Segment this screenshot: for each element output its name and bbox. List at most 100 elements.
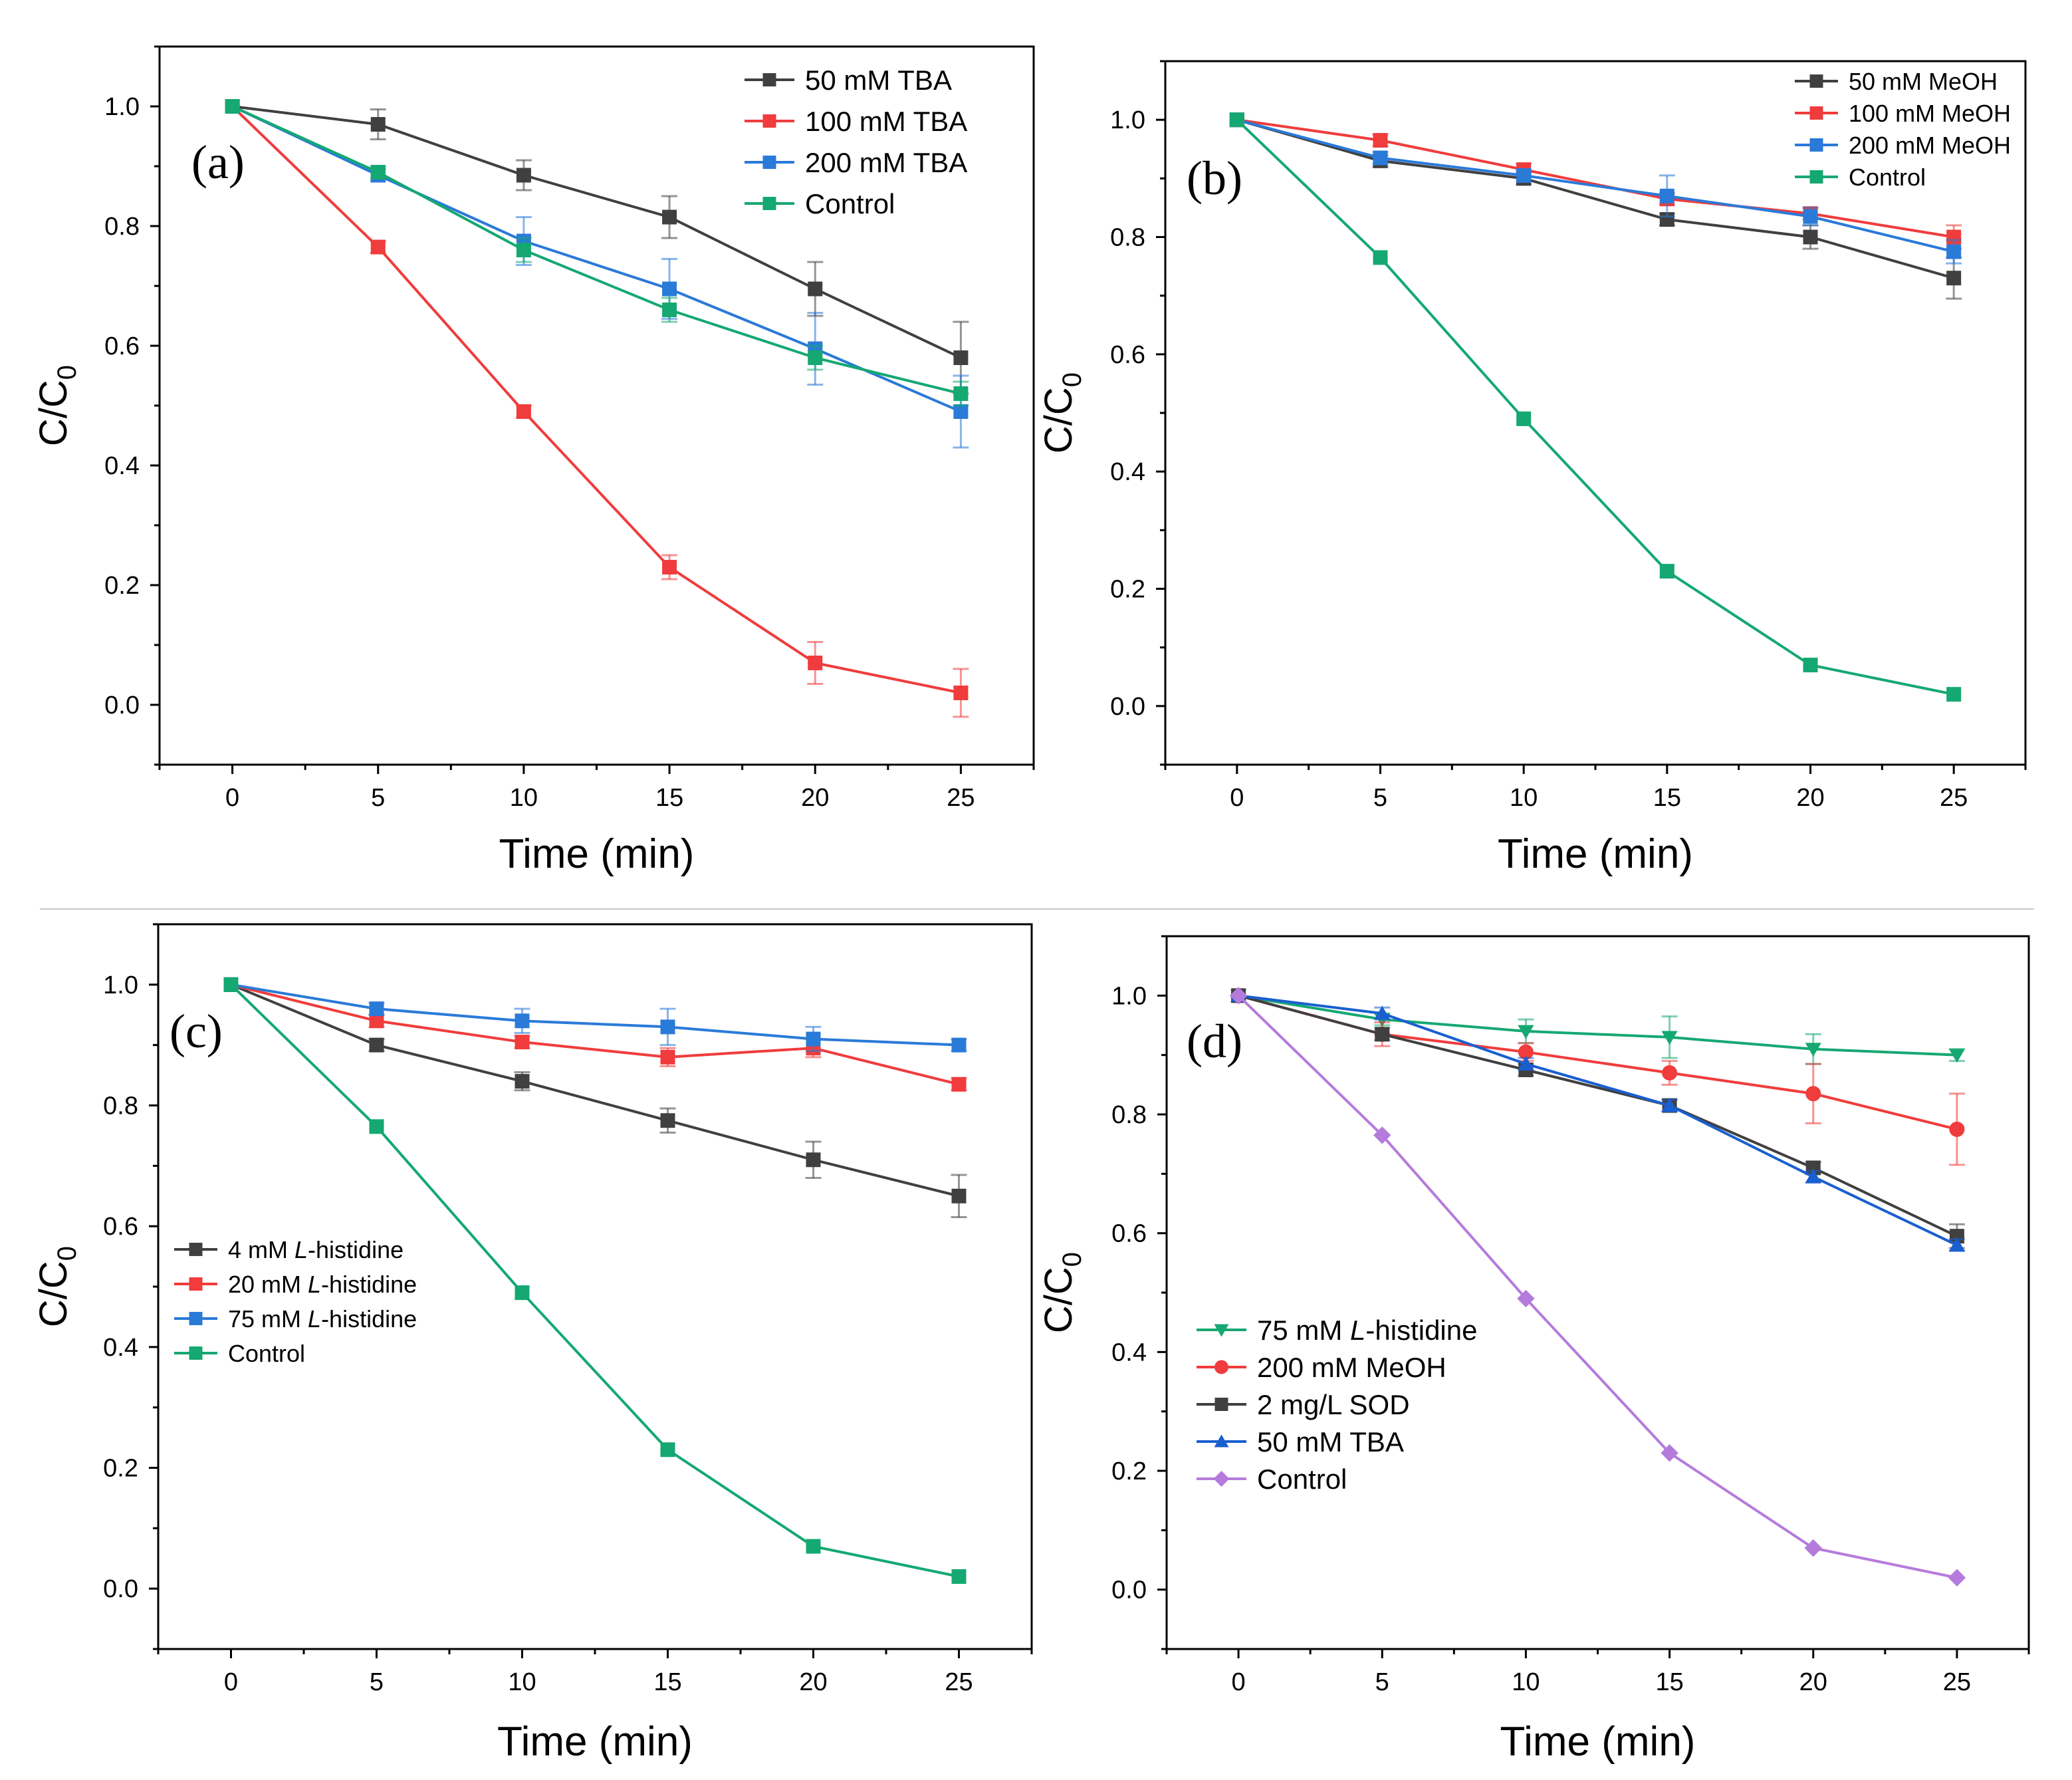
panel-b-series-4-point <box>1229 112 1244 128</box>
panel-c-series-1-line <box>230 983 959 1198</box>
panel-a-legend-entry: Control <box>805 188 895 219</box>
panel-c-x-tick-label: 15 <box>653 1668 681 1696</box>
panel-d-series-4-point <box>1661 1098 1678 1112</box>
panel-c-series-2-point <box>515 1035 530 1050</box>
panel-b-series-3-point <box>1946 244 1962 259</box>
panel-c-y-axis-title: C/C0 <box>32 1246 82 1327</box>
panel-b-legend-marker <box>1809 106 1823 120</box>
panel-c-series-2-point <box>951 1077 967 1092</box>
panel-c-legend-marker <box>189 1277 203 1291</box>
panel-c-x-tick-label: 0 <box>224 1668 238 1696</box>
panel-d-x-tick-label: 0 <box>1232 1668 1246 1696</box>
panel-c-series-2-line <box>231 983 959 1086</box>
panel-a-label: (a) <box>191 136 245 189</box>
panel-b-series-4-point <box>1373 250 1388 265</box>
panel-a-series-1-point <box>370 117 386 132</box>
panel-b-series-2-line <box>1236 118 1954 239</box>
panel-c-series-1-point <box>660 1113 675 1128</box>
panel-b-x-tick-label: 15 <box>1653 784 1681 812</box>
panel-c-series-3-point <box>951 1037 967 1053</box>
panel-b-y-tick-label: 0.2 <box>1110 576 1145 604</box>
panel-c-legend-marker <box>189 1312 203 1325</box>
panel-a-series-4-point <box>662 303 677 317</box>
panel-b-series-4-point <box>1516 411 1532 426</box>
panel-c-series-4-point <box>515 1285 530 1301</box>
panel-a-series-4-point <box>808 350 823 365</box>
panel-a-legend-marker <box>762 114 776 128</box>
panel-d-label: (d) <box>1187 1015 1242 1068</box>
panel-a-series-4-point <box>225 99 240 114</box>
panel-c-legend-entry: 75 mM L-histidine <box>228 1305 417 1333</box>
panel-d-series-2-point <box>1662 1065 1678 1081</box>
panel-d-series-4-point <box>1518 1056 1534 1071</box>
panel-d-series-2-line <box>1238 994 1958 1131</box>
panel-b-series-4-point <box>1659 564 1674 579</box>
panel-a-legend-entry: 100 mM TBA <box>805 106 967 137</box>
panel-d-series-5-point <box>1948 1569 1966 1587</box>
panel-d-legend-entry: 50 mM TBA <box>1257 1426 1404 1458</box>
panel-d-legend-marker <box>1213 1471 1230 1487</box>
panel-c-legend-marker <box>189 1243 203 1256</box>
panel-c-series-3-point <box>369 1001 384 1017</box>
panel-a-series-1-point <box>808 281 823 297</box>
panel-c-y-tick-label: 0.0 <box>103 1575 138 1603</box>
panel-d-legend-entry: 2 mg/L SOD <box>1257 1389 1410 1420</box>
panel-b-legend-marker <box>1809 74 1823 88</box>
panel-c-x-tick-label: 20 <box>799 1668 827 1696</box>
panel-a-y-axis-title: C/C0 <box>32 365 82 446</box>
panel-b-series-1-point <box>1803 229 1818 245</box>
panel-d-series-3-point <box>1375 1027 1390 1042</box>
panel-c-label: (c) <box>170 1005 223 1058</box>
panel-b-y-tick-label: 0.6 <box>1110 341 1145 369</box>
panel-b-series-4-point <box>1946 687 1962 702</box>
panel-d-x-tick-label: 25 <box>1943 1668 1971 1696</box>
panel-d-y-tick-label: 0.4 <box>1111 1338 1147 1366</box>
panel-a-legend-entry: 200 mM TBA <box>805 147 967 178</box>
panel-d-series-5-point <box>1804 1539 1822 1557</box>
panel-b-legend-entry: 100 mM MeOH <box>1849 100 2011 127</box>
panel-d-series-4-line <box>1238 994 1958 1247</box>
panel-b-legend-entry: 200 mM MeOH <box>1849 132 2011 159</box>
panel-d-x-axis-title: Time (min) <box>1500 1719 1696 1765</box>
panel-c-y-tick-label: 1.0 <box>103 971 138 999</box>
panel-d-legend-marker <box>1214 1324 1229 1337</box>
panel-d-plot-frame <box>1165 935 2030 1650</box>
panel-a-series-4-point <box>516 243 531 257</box>
panel-c-y-tick-label: 0.8 <box>103 1092 138 1120</box>
panel-d-series-2-point <box>1805 1086 1821 1102</box>
panel-a-y-tick-label: 1.0 <box>104 93 140 121</box>
panel-b-legend-marker <box>1809 170 1823 184</box>
panel-a-series-4-point <box>370 165 386 180</box>
panel-a-y-tick-label: 0.4 <box>104 452 140 480</box>
panel-c-legend-entry: 20 mM L-histidine <box>228 1271 417 1298</box>
panel-d-series-3-line <box>1238 994 1958 1237</box>
panel-b-y-tick-label: 0.4 <box>1110 458 1145 486</box>
panel-b-x-tick-label: 20 <box>1796 784 1824 812</box>
panel-b-legend-entry: Control <box>1849 164 1926 191</box>
panel-c-series-3-line <box>231 983 959 1047</box>
panel-c-legend-marker <box>189 1346 203 1360</box>
panel-a-legend-entry: 50 mM TBA <box>805 64 952 96</box>
panel-d-series-2-point <box>1949 1121 1965 1137</box>
panel-b-series-3-line <box>1236 118 1954 253</box>
panel-c-series-4-point <box>369 1119 384 1134</box>
panel-c-x-tick-label: 10 <box>508 1668 536 1696</box>
panel-b-legend-entry: 50 mM MeOH <box>1849 68 1998 95</box>
panel-c-legend-entry: Control <box>228 1340 305 1367</box>
panel-d-series-1-point <box>1948 1049 1966 1063</box>
panel-b-legend-marker <box>1809 138 1823 152</box>
panel-b-series-1-point <box>1946 271 1962 286</box>
panel-a-x-tick-label: 5 <box>371 784 385 812</box>
panel-d-x-tick-label: 15 <box>1655 1668 1683 1696</box>
panel-c-series-1-point <box>369 1037 384 1053</box>
panel-a-series-2-point <box>662 560 677 574</box>
panel-b-x-tick-label: 25 <box>1940 784 1968 812</box>
panel-d-x-tick-label: 20 <box>1799 1668 1827 1696</box>
panel-a-series-2-point <box>808 656 823 670</box>
panel-c-series-4-line <box>230 983 959 1578</box>
panel-b-series-4-point <box>1803 658 1818 673</box>
panel-d-legend-entry: 75 mM L-histidine <box>1257 1315 1477 1346</box>
panel-d-legend-marker <box>1214 1398 1228 1411</box>
panel-a-series-4-line <box>231 105 961 395</box>
